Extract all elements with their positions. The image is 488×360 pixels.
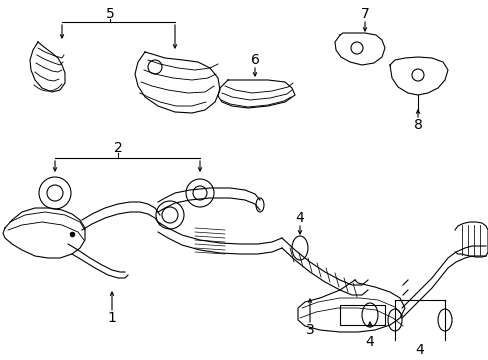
Text: 7: 7 bbox=[360, 7, 368, 21]
Text: 2: 2 bbox=[113, 141, 122, 155]
Text: 8: 8 bbox=[413, 118, 422, 132]
Text: 4: 4 bbox=[365, 335, 374, 349]
Text: 4: 4 bbox=[415, 343, 424, 357]
Text: 5: 5 bbox=[105, 7, 114, 21]
Text: 4: 4 bbox=[295, 211, 304, 225]
Text: 1: 1 bbox=[107, 311, 116, 325]
Text: 6: 6 bbox=[250, 53, 259, 67]
Text: 3: 3 bbox=[305, 323, 314, 337]
